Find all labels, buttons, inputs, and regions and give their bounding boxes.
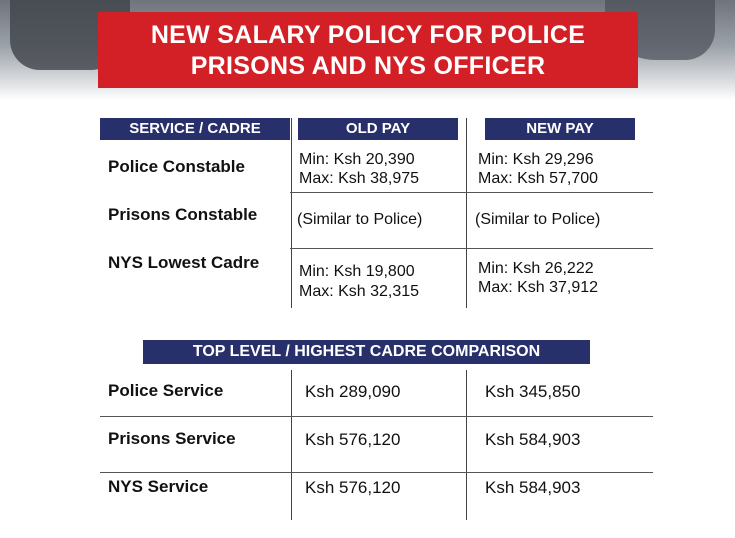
table2-row-divider: [100, 472, 653, 473]
police-new-max: Max: Ksh 57,700: [478, 170, 599, 187]
header-old-pay: OLD PAY: [298, 118, 458, 140]
police-old-min: Min: Ksh 20,390: [299, 151, 415, 168]
table2-row-divider: [100, 416, 653, 417]
prisons-new-note: (Similar to Police): [475, 211, 601, 228]
row-label-police-service: Police Service: [108, 381, 224, 400]
nys-service-new: Ksh 584,903: [485, 478, 581, 497]
table1-divider: [291, 118, 292, 308]
table2-divider: [291, 370, 292, 520]
prisons-service-old: Ksh 576,120: [305, 430, 401, 449]
prisons-old-note: (Similar to Police): [297, 211, 423, 228]
nys-service-old: Ksh 576,120: [305, 478, 401, 497]
table1-row-divider: [290, 192, 653, 193]
nys-old-max: Max: Ksh 32,315: [299, 283, 420, 300]
police-service-new: Ksh 345,850: [485, 382, 581, 401]
nys-new-min: Min: Ksh 26,222: [478, 260, 594, 277]
table2-divider: [466, 370, 467, 520]
title-line-2: PRISONS AND NYS OFFICER: [190, 52, 546, 80]
nys-new-max: Max: Ksh 37,912: [478, 279, 599, 296]
page-title: NEW SALARY POLICY FOR POLICE PRISONS AND…: [98, 12, 638, 88]
police-service-old: Ksh 289,090: [305, 382, 401, 401]
police-old-max: Max: Ksh 38,975: [299, 170, 420, 187]
row-label-police-constable: Police Constable: [108, 157, 245, 176]
row-label-prisons-constable: Prisons Constable: [108, 205, 258, 224]
nys-old-min: Min: Ksh 19,800: [299, 263, 415, 280]
title-line-1: NEW SALARY POLICY FOR POLICE: [150, 21, 586, 49]
table1-row-divider: [290, 248, 653, 249]
header-service-cadre: SERVICE / CADRE: [100, 118, 290, 140]
header-new-pay: NEW PAY: [485, 118, 635, 140]
police-new-min: Min: Ksh 29,296: [478, 151, 594, 168]
row-label-prisons-service: Prisons Service: [108, 429, 236, 448]
header-top-level-comparison: TOP LEVEL / HIGHEST CADRE COMPARISON: [143, 340, 590, 364]
prisons-service-new: Ksh 584,903: [485, 430, 581, 449]
row-label-nys-lowest-cadre: NYS Lowest Cadre: [108, 253, 260, 272]
table1-divider: [466, 118, 467, 308]
row-label-nys-service: NYS Service: [108, 477, 209, 496]
